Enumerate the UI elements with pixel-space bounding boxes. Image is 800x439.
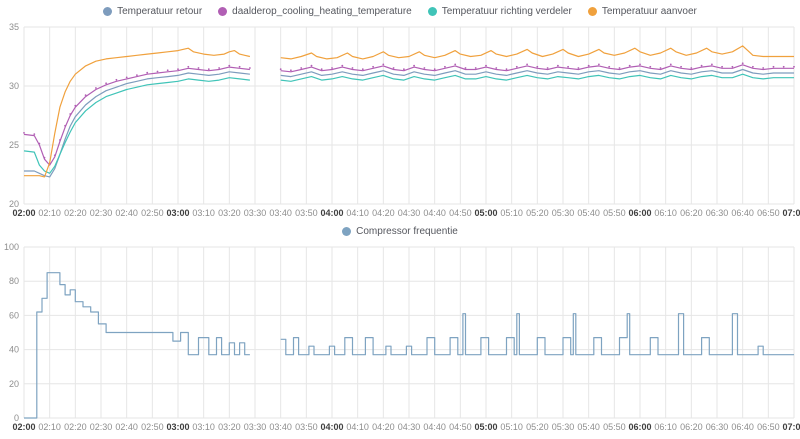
svg-text:04:10: 04:10	[346, 208, 369, 218]
svg-text:05:50: 05:50	[603, 422, 626, 432]
series-dot-icon	[342, 226, 352, 236]
svg-text:02:40: 02:40	[115, 208, 138, 218]
svg-text:03:30: 03:30	[244, 422, 267, 432]
svg-text:05:20: 05:20	[526, 208, 549, 218]
svg-text:05:30: 05:30	[552, 422, 575, 432]
svg-text:06:10: 06:10	[654, 208, 677, 218]
compressor-chart[interactable]: 02:00 02:10 02:20 02:30 02:40 02:50 03:00 03:10…	[0, 241, 800, 434]
svg-text:04:00: 04:00	[320, 422, 343, 432]
svg-text:02:50: 02:50	[141, 208, 164, 218]
compressor-legend: Compressor frequentie	[0, 222, 800, 240]
svg-text:06:20: 06:20	[680, 208, 703, 218]
svg-text:02:20: 02:20	[64, 422, 87, 432]
svg-text:80: 80	[9, 276, 19, 286]
legend-item-compressor-frequentie[interactable]: Compressor frequentie	[342, 226, 458, 237]
svg-text:04:40: 04:40	[423, 422, 446, 432]
temperature-panel: Temperatuur retour daalderop_cooling_hea…	[0, 2, 800, 220]
svg-text:04:40: 04:40	[423, 208, 446, 218]
svg-text:02:10: 02:10	[38, 208, 61, 218]
svg-text:06:40: 06:40	[731, 208, 754, 218]
svg-text:06:00: 06:00	[628, 422, 651, 432]
series-dot-icon	[587, 6, 597, 16]
svg-text:07:00: 07:00	[782, 422, 800, 432]
chart-svg: 02:00 02:10 02:20 02:30 02:40 02:50 03:00 03:10…	[4, 242, 800, 432]
svg-text:02:10: 02:10	[38, 422, 61, 432]
temperature-legend: Temperatuur retour daalderop_cooling_hea…	[0, 2, 800, 20]
svg-text:04:50: 04:50	[449, 422, 472, 432]
svg-text:02:20: 02:20	[64, 208, 87, 218]
series-dot-icon	[103, 6, 113, 16]
series-dot-icon	[218, 6, 228, 16]
legend-label: Temperatuur richting verdeler	[441, 5, 572, 17]
svg-text:40: 40	[9, 345, 19, 355]
svg-text:03:50: 03:50	[295, 208, 318, 218]
svg-text:05:20: 05:20	[526, 422, 549, 432]
svg-text:05:00: 05:00	[474, 208, 497, 218]
svg-text:06:10: 06:10	[654, 422, 677, 432]
temperature-chart[interactable]: 02:00 02:10 02:20 02:30 02:40 02:50 03:00 03:10…	[0, 21, 800, 220]
svg-text:03:30: 03:30	[244, 208, 267, 218]
svg-text:04:10: 04:10	[346, 422, 369, 432]
legend-item-daalderop-temperature[interactable]: daalderop_cooling_heating_temperature	[218, 6, 412, 17]
svg-text:04:50: 04:50	[449, 208, 472, 218]
svg-text:04:20: 04:20	[372, 422, 395, 432]
svg-text:06:40: 06:40	[731, 422, 754, 432]
svg-text:03:20: 03:20	[218, 422, 241, 432]
legend-label: Temperatuur aanvoer	[601, 5, 697, 17]
svg-text:05:50: 05:50	[603, 208, 626, 218]
svg-text:25: 25	[9, 140, 19, 150]
svg-text:20: 20	[9, 379, 19, 389]
svg-text:0: 0	[14, 413, 19, 423]
legend-item-temperatuur-richting-verdeler[interactable]: Temperatuur richting verdeler	[427, 5, 572, 17]
svg-text:30: 30	[9, 81, 19, 91]
svg-text:05:10: 05:10	[500, 422, 523, 432]
svg-text:04:00: 04:00	[320, 208, 343, 218]
svg-text:20: 20	[9, 199, 19, 209]
svg-text:60: 60	[9, 310, 19, 320]
svg-text:02:50: 02:50	[141, 422, 164, 432]
compressor-panel: Compressor frequentie 02:00 02:10 02:20 02:…	[0, 220, 800, 434]
svg-text:05:10: 05:10	[500, 208, 523, 218]
svg-text:03:10: 03:10	[192, 422, 215, 432]
svg-text:35: 35	[9, 22, 19, 32]
legend-item-temperatuur-aanvoer[interactable]: Temperatuur aanvoer	[587, 5, 697, 17]
svg-text:03:20: 03:20	[218, 208, 241, 218]
svg-text:06:30: 06:30	[706, 208, 729, 218]
svg-text:04:20: 04:20	[372, 208, 395, 218]
svg-text:03:00: 03:00	[166, 208, 189, 218]
svg-text:03:40: 03:40	[269, 422, 292, 432]
svg-text:02:40: 02:40	[115, 422, 138, 432]
svg-text:03:40: 03:40	[269, 208, 292, 218]
svg-text:03:00: 03:00	[166, 422, 189, 432]
svg-text:05:40: 05:40	[577, 422, 600, 432]
svg-text:100: 100	[4, 242, 19, 252]
svg-text:06:20: 06:20	[680, 422, 703, 432]
legend-item-temperatuur-retour[interactable]: Temperatuur retour	[103, 6, 202, 17]
svg-text:03:50: 03:50	[295, 422, 318, 432]
svg-text:02:00: 02:00	[12, 208, 35, 218]
series-dot-icon	[427, 6, 437, 16]
chart-svg: 02:00 02:10 02:20 02:30 02:40 02:50 03:00 03:10…	[9, 22, 800, 218]
svg-text:05:30: 05:30	[552, 208, 575, 218]
svg-text:02:00: 02:00	[12, 422, 35, 432]
svg-text:03:10: 03:10	[192, 208, 215, 218]
svg-text:02:30: 02:30	[90, 422, 113, 432]
svg-text:04:30: 04:30	[398, 208, 421, 218]
legend-label: Temperatuur retour	[117, 5, 203, 17]
svg-text:06:50: 06:50	[757, 208, 780, 218]
legend-label: daalderop_cooling_heating_temperature	[232, 5, 412, 17]
svg-text:07:00: 07:00	[782, 208, 800, 218]
svg-text:05:00: 05:00	[474, 422, 497, 432]
svg-text:02:30: 02:30	[90, 208, 113, 218]
svg-text:05:40: 05:40	[577, 208, 600, 218]
legend-label: Compressor frequentie	[356, 225, 458, 237]
svg-text:06:30: 06:30	[706, 422, 729, 432]
svg-text:06:50: 06:50	[757, 422, 780, 432]
svg-text:06:00: 06:00	[628, 208, 651, 218]
svg-text:04:30: 04:30	[398, 422, 421, 432]
